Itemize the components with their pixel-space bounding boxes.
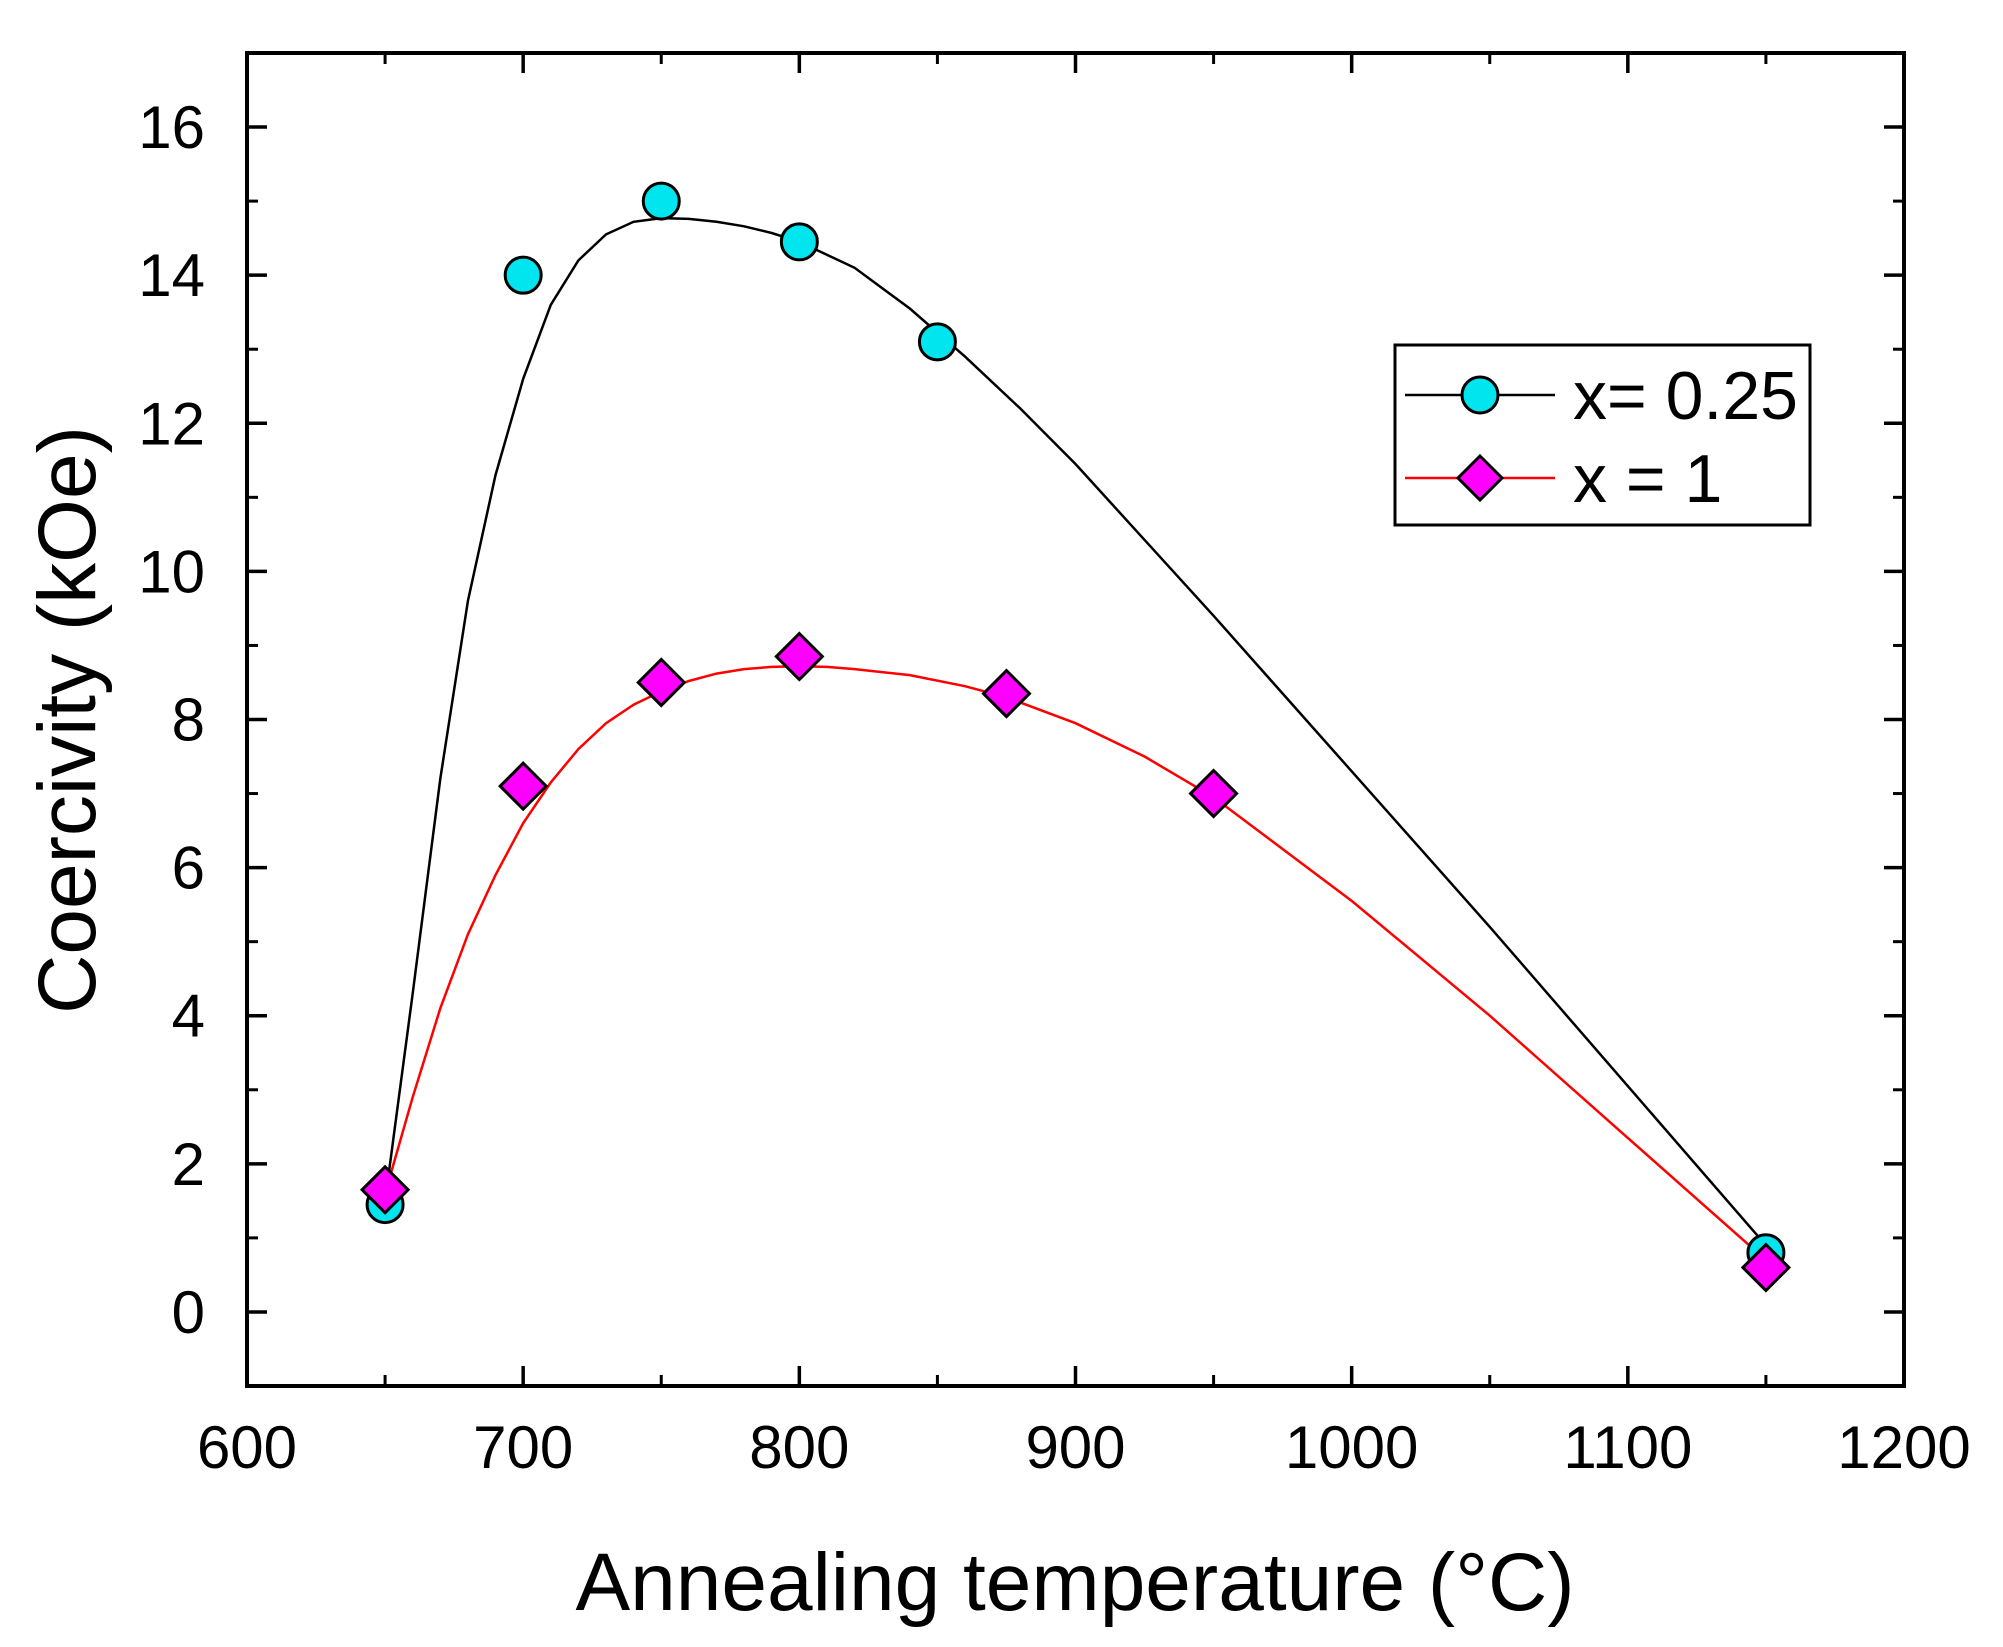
x-tick-label: 1000: [1285, 1414, 1418, 1481]
data-point-series-2: [981, 668, 1032, 719]
y-tick-label: 6: [172, 835, 205, 902]
data-point-series-2: [1740, 1242, 1792, 1293]
data-point-series-2: [359, 1164, 411, 1215]
legend-label-series-2: x = 1: [1573, 441, 1722, 517]
x-tick-label: 900: [1025, 1414, 1125, 1481]
fit-line-series-1: [383, 216, 1767, 1247]
y-tick-label: 8: [172, 687, 205, 754]
data-point-series-1: [641, 181, 681, 221]
data-markers: [359, 181, 1792, 1293]
fit-line-series-2: [383, 664, 1767, 1262]
data-point-series-2: [498, 761, 549, 812]
axes: 600 700 800 900 1000 1100 1200 0 2 4 6 8 10 12 14 16: [138, 51, 1971, 1481]
data-point-series-2: [1188, 768, 1239, 819]
data-point-series-1: [779, 222, 819, 262]
fit-lines: [383, 216, 1767, 1262]
y-tick-label: 4: [172, 983, 205, 1050]
x-tick-label: 600: [197, 1414, 297, 1481]
data-point-series-2: [636, 657, 687, 708]
data-point-series-1: [503, 255, 543, 295]
data-point-series-2: [774, 631, 825, 682]
y-tick-label: 14: [138, 242, 205, 309]
y-axis-title: Coercivity (kOe): [22, 426, 113, 1014]
legend-box: [1393, 343, 1812, 527]
y-tick-label: 16: [138, 94, 205, 161]
legend-marker-series-1: [1460, 375, 1500, 415]
legend: x= 0.25 x = 1: [1393, 343, 1812, 527]
x-tick-label: 700: [473, 1414, 573, 1481]
legend-marker-series-2: [1455, 453, 1505, 503]
y-tick-label: 2: [172, 1131, 205, 1198]
x-tick-label: 1100: [1563, 1414, 1692, 1481]
legend-label-series-1: x= 0.25: [1573, 358, 1798, 434]
x-tick-label: 800: [749, 1414, 849, 1481]
y-tick-label: 0: [172, 1279, 205, 1346]
x-tick-label: 1200: [1837, 1414, 1970, 1481]
y-tick-label: 10: [138, 538, 205, 605]
y-tick-label: 12: [138, 390, 205, 457]
data-point-series-1: [917, 322, 957, 362]
x-axis-title: Annealing temperature (°C): [575, 1537, 1574, 1628]
